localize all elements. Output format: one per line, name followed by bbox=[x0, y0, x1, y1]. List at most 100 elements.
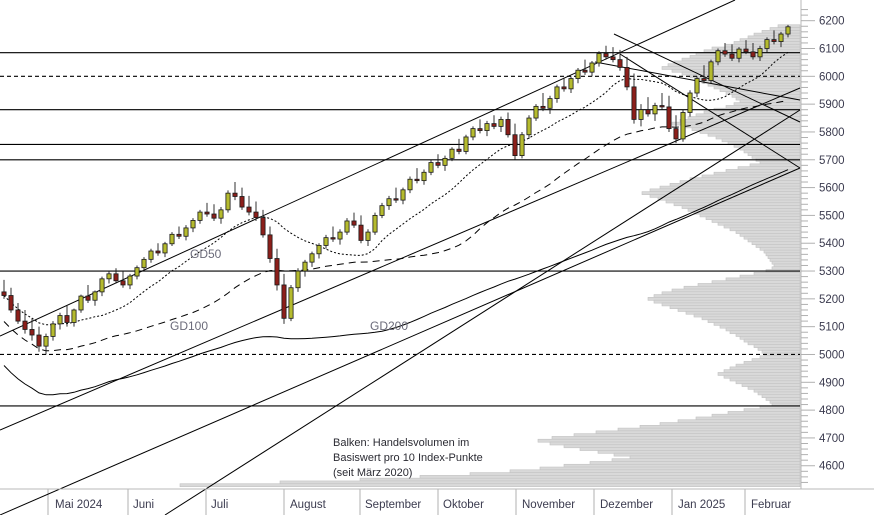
candle-body bbox=[113, 273, 119, 282]
candle-body bbox=[456, 148, 462, 152]
candle-body bbox=[610, 56, 616, 61]
candle-body bbox=[141, 258, 147, 269]
candle-body bbox=[519, 134, 525, 156]
candle-body bbox=[78, 295, 84, 311]
volume-profile bbox=[179, 24, 801, 488]
candle-body bbox=[393, 198, 399, 201]
candle-body bbox=[596, 53, 602, 64]
candle-body bbox=[218, 209, 224, 219]
candle-body bbox=[302, 261, 308, 272]
y-axis-tick-label: 5200 bbox=[819, 294, 845, 306]
candle-body bbox=[8, 295, 14, 311]
candle-body bbox=[176, 233, 182, 237]
candle-body bbox=[344, 220, 350, 233]
gd50-line bbox=[3, 51, 789, 326]
candle-body bbox=[386, 198, 392, 207]
x-axis-tick-label: Mai 2024 bbox=[55, 499, 103, 511]
candle-body bbox=[246, 206, 252, 213]
candle-body bbox=[750, 51, 756, 58]
candle-body bbox=[568, 78, 574, 90]
candle-body bbox=[43, 336, 49, 347]
trend-line bbox=[164, 109, 801, 515]
candle-body bbox=[372, 215, 378, 233]
candle-body bbox=[526, 117, 532, 136]
candle-body bbox=[764, 39, 770, 49]
candle-body bbox=[92, 291, 98, 301]
candle-body bbox=[561, 86, 567, 90]
x-axis-tick-label: September bbox=[365, 499, 421, 511]
candle-body bbox=[183, 227, 189, 237]
candle-body bbox=[547, 98, 553, 109]
candle-body bbox=[421, 171, 427, 182]
x-axis-tick-label: Juli bbox=[211, 499, 228, 511]
trend-line bbox=[613, 33, 801, 123]
trend-line bbox=[0, 0, 736, 337]
y-axis-tick-label: 5000 bbox=[819, 349, 845, 361]
candle-body bbox=[127, 275, 133, 286]
candle-body bbox=[477, 128, 483, 131]
candle-body bbox=[484, 123, 490, 131]
candle-body bbox=[680, 112, 686, 140]
candle-body bbox=[225, 192, 231, 211]
candle-body bbox=[281, 284, 287, 319]
candle-body bbox=[71, 309, 77, 323]
candle-body bbox=[554, 86, 560, 99]
y-axis-tick-label: 6200 bbox=[819, 16, 845, 28]
y-axis: 6200 6100 6000 5900 5800 5700 5600 5500 5400 5300… bbox=[800, 0, 845, 489]
candle-body bbox=[351, 220, 357, 226]
gd200-label: GD200 bbox=[370, 319, 408, 333]
candle-body bbox=[631, 86, 637, 120]
candle-body bbox=[330, 237, 336, 240]
candle-body bbox=[155, 250, 161, 254]
candle-body bbox=[785, 26, 791, 35]
y-axis-tick-label: 5500 bbox=[819, 210, 845, 222]
candle-body bbox=[99, 278, 105, 293]
candle-body bbox=[239, 196, 245, 208]
candle-body bbox=[736, 48, 742, 59]
y-axis-tick-label: 5100 bbox=[819, 322, 845, 334]
candle-body bbox=[442, 157, 448, 166]
x-axis-tick-label: Jan 2025 bbox=[678, 499, 725, 511]
candle-body bbox=[638, 109, 644, 120]
candle-body bbox=[295, 270, 301, 289]
candle-body bbox=[407, 178, 413, 191]
footnote-line-3: (seit März 2020) bbox=[333, 467, 412, 479]
candle-body bbox=[575, 69, 581, 79]
y-axis-tick-label: 4700 bbox=[819, 433, 845, 445]
candle-body bbox=[512, 134, 518, 156]
candle-body bbox=[106, 273, 112, 280]
candle-body bbox=[463, 136, 469, 152]
x-axis-tick-label: Oktober bbox=[443, 499, 484, 511]
candle-body bbox=[267, 234, 273, 259]
candle-body bbox=[337, 231, 343, 240]
candle-body bbox=[673, 128, 679, 140]
candle-body bbox=[708, 61, 714, 81]
horizontal-reference-lines bbox=[0, 52, 800, 407]
candle-body bbox=[316, 245, 322, 255]
candle-body bbox=[36, 334, 42, 347]
candle-body bbox=[1, 291, 7, 296]
candle-body bbox=[449, 148, 455, 159]
volume-bar bbox=[179, 483, 801, 488]
candle-body bbox=[743, 48, 749, 53]
candle-body bbox=[687, 92, 693, 113]
candle-body bbox=[57, 315, 63, 325]
candle-body bbox=[288, 287, 294, 319]
candle-body bbox=[309, 253, 315, 263]
candle-body bbox=[134, 267, 140, 277]
candle-body bbox=[232, 192, 238, 197]
y-axis-tick-label: 5600 bbox=[819, 183, 845, 195]
candle-body bbox=[589, 62, 595, 73]
candle-body bbox=[274, 258, 280, 286]
candle-body bbox=[400, 189, 406, 201]
candle-body bbox=[498, 119, 504, 127]
candle-body bbox=[190, 220, 196, 229]
candle-body bbox=[29, 329, 35, 336]
candle-body bbox=[617, 59, 623, 68]
y-axis-tick-label: 5900 bbox=[819, 99, 845, 111]
candle-body bbox=[540, 105, 546, 109]
candle-body bbox=[365, 231, 371, 241]
trend-line bbox=[0, 167, 801, 515]
